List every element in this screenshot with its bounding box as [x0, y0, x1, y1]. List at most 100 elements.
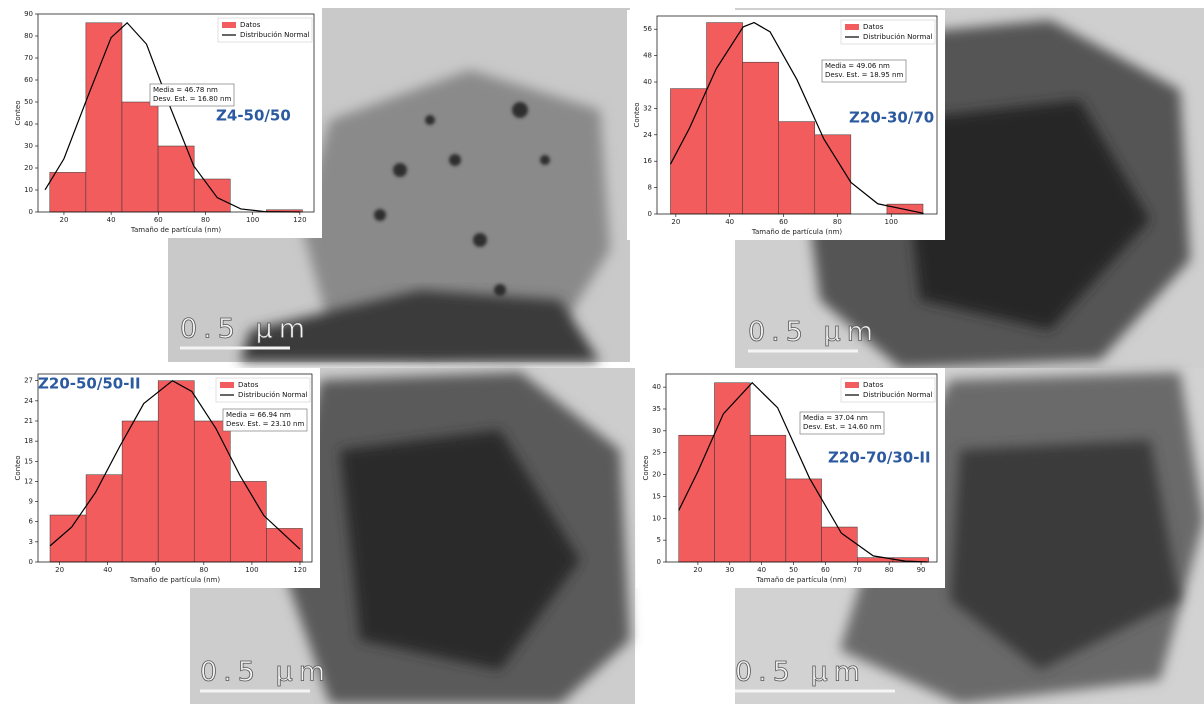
histogram-bar: [670, 89, 706, 214]
figure: 204060801001200102030405060708090Tamaño …: [0, 0, 1204, 704]
y-tick-label: 3: [29, 538, 33, 546]
sample-label: Z20-30/70: [849, 109, 934, 127]
histogram-bar: [122, 102, 158, 212]
y-tick-label: 0: [29, 558, 33, 566]
legend-label: Datos: [863, 23, 884, 31]
y-tick-label: 10: [652, 514, 661, 522]
histogram-bar: [779, 122, 815, 214]
x-tick-label: 30: [725, 566, 734, 574]
page: {"chart_data": [ {"type": "histogram", "…: [0, 0, 1204, 704]
legend-label: Distribución Normal: [863, 391, 933, 399]
scale-bar-label: 0.5 µm: [748, 317, 879, 348]
y-tick-label: 21: [24, 417, 33, 425]
x-tick-label: 20: [55, 566, 64, 574]
x-tick-label: 50: [789, 566, 798, 574]
y-tick-label: 10: [24, 186, 33, 194]
x-tick-label: 40: [103, 566, 112, 574]
x-tick-label: 20: [671, 218, 680, 226]
y-tick-label: 24: [643, 131, 652, 139]
legend-swatch: [220, 382, 234, 388]
scale-bar-label: 0.5 µm: [735, 657, 866, 688]
stats-text: Desv. Est. = 16.80 nm: [153, 95, 231, 103]
stats-text: Desv. Est. = 18.95 nm: [825, 71, 903, 79]
legend-label: Distribución Normal: [238, 391, 308, 399]
histogram-bar: [122, 421, 158, 562]
histogram-bar: [714, 383, 750, 562]
legend-swatch: [845, 24, 859, 30]
y-tick-label: 30: [24, 142, 33, 150]
y-tick-label: 50: [24, 98, 33, 106]
x-tick-label: 120: [293, 216, 306, 224]
y-tick-label: 16: [643, 157, 652, 165]
x-tick-label: 80: [199, 566, 208, 574]
y-tick-label: 18: [24, 437, 33, 445]
legend-label: Datos: [863, 381, 884, 389]
histogram-bar: [230, 481, 266, 562]
y-tick-label: 80: [24, 32, 33, 40]
y-tick-label: 56: [643, 25, 652, 33]
x-tick-label: 60: [821, 566, 830, 574]
legend-swatch: [222, 22, 236, 28]
scale-bar-label: 0.5 µm: [200, 657, 331, 688]
x-tick-label: 100: [885, 218, 898, 226]
y-tick-label: 40: [652, 383, 661, 391]
y-tick-label: 6: [29, 518, 34, 526]
y-tick-label: 0: [29, 208, 33, 216]
histogram-bar: [194, 179, 230, 212]
x-tick-label: 40: [725, 218, 734, 226]
x-axis-label: Tamaño de partícula (nm): [130, 226, 221, 234]
y-tick-label: 25: [652, 449, 661, 457]
y-tick-label: 24: [24, 397, 33, 405]
x-tick-label: 120: [293, 566, 306, 574]
legend-label: Distribución Normal: [240, 31, 310, 39]
sample-label: Z4-50/50: [216, 107, 291, 125]
x-tick-label: 70: [853, 566, 862, 574]
histogram-bar: [786, 479, 822, 562]
y-tick-label: 40: [24, 120, 33, 128]
histogram-bar: [86, 23, 122, 212]
y-tick-label: 5: [657, 536, 661, 544]
sample-label: Z20-70/30-II: [828, 449, 931, 467]
y-tick-label: 20: [24, 164, 33, 172]
x-axis-label: Tamaño de partícula (nm): [129, 576, 220, 584]
x-tick-label: 80: [833, 218, 842, 226]
stats-text: Desv. Est. = 23.10 nm: [226, 420, 304, 428]
x-tick-label: 60: [154, 216, 163, 224]
x-tick-label: 80: [885, 566, 894, 574]
x-tick-label: 20: [693, 566, 702, 574]
y-tick-label: 40: [643, 78, 652, 86]
histogram-bar: [750, 435, 786, 562]
y-tick-label: 60: [24, 76, 33, 84]
scale-bar-label: 0.5 µm: [180, 314, 311, 345]
histogram-bar: [158, 381, 194, 562]
y-tick-label: 48: [643, 52, 652, 60]
y-tick-label: 35: [652, 405, 661, 413]
sample-label: Z20-50/50-II: [38, 375, 141, 393]
x-tick-label: 60: [151, 566, 160, 574]
stats-text: Media = 66.94 nm: [226, 411, 291, 419]
y-axis-label: Conteo: [14, 456, 22, 481]
legend-label: Datos: [240, 21, 261, 29]
legend-label: Datos: [238, 381, 259, 389]
y-tick-label: 12: [24, 477, 33, 485]
y-tick-label: 27: [24, 377, 33, 385]
stats-text: Desv. Est. = 14.60 nm: [803, 423, 881, 431]
x-tick-label: 60: [779, 218, 788, 226]
y-tick-label: 32: [643, 104, 652, 112]
x-tick-label: 40: [757, 566, 766, 574]
x-tick-label: 20: [59, 216, 68, 224]
x-axis-label: Tamaño de partícula (nm): [751, 228, 842, 236]
x-tick-label: 100: [246, 216, 259, 224]
x-tick-label: 40: [107, 216, 116, 224]
y-axis-label: Conteo: [642, 456, 650, 481]
x-axis-label: Tamaño de partícula (nm): [755, 576, 846, 584]
y-tick-label: 90: [24, 10, 33, 18]
x-tick-label: 100: [245, 566, 258, 574]
histogram-bar: [158, 146, 194, 212]
histogram-inset: 204060801001200102030405060708090Tamaño …: [8, 8, 322, 238]
histogram-bar: [822, 527, 858, 562]
histogram-bar: [86, 475, 122, 562]
histogram-bar: [743, 62, 779, 214]
